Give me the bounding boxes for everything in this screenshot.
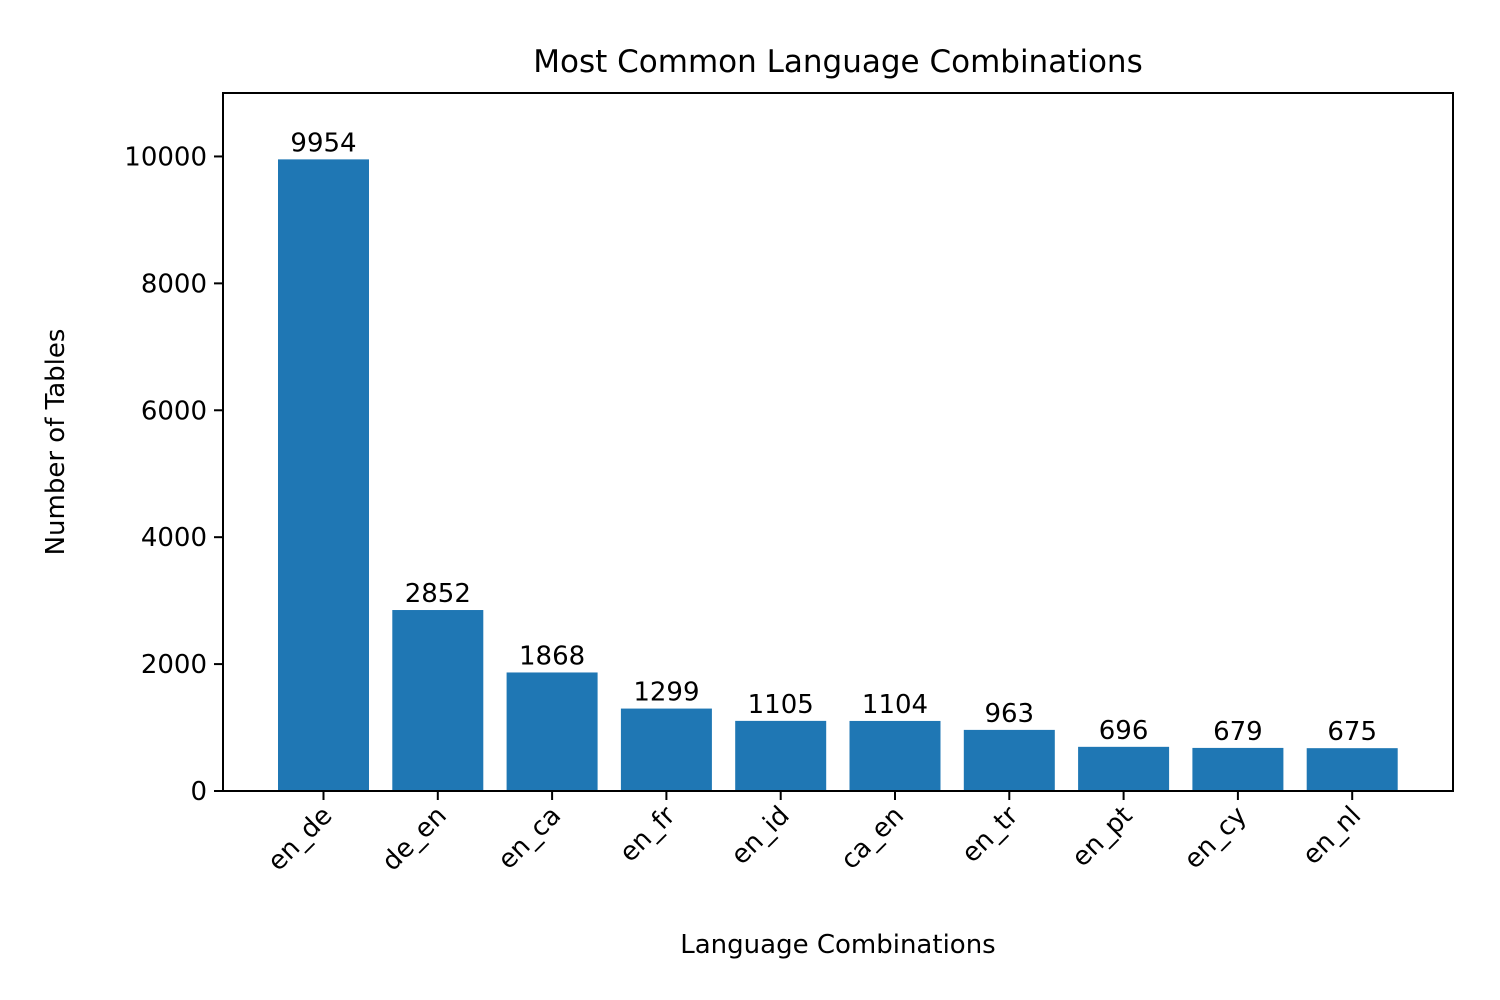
x-tick-label-en_id: en_id bbox=[726, 801, 796, 871]
bar-en_de bbox=[278, 159, 369, 791]
x-tick-label-en_tr: en_tr bbox=[956, 801, 1024, 869]
x-tick-label-ca_en: ca_en bbox=[835, 801, 910, 876]
y-axis-title: Number of Tables bbox=[41, 329, 71, 556]
chart-title: Most Common Language Combinations bbox=[533, 44, 1142, 80]
y-axis: 0 2000 4000 6000 8000 10000 bbox=[124, 142, 223, 807]
bar-en_ca bbox=[506, 672, 598, 791]
x-tick-label-de_en: de_en bbox=[376, 801, 452, 877]
plot-frame bbox=[222, 92, 1454, 792]
x-axis: en_de de_en en_ca en_fr en_id ca_en en_tr en_pt… bbox=[262, 791, 1367, 877]
data-label-en_ca: 1868 bbox=[519, 641, 585, 671]
data-label-ca_en: 1104 bbox=[862, 690, 928, 720]
y-tick-label-10000: 10000 bbox=[124, 142, 207, 172]
data-label-en_fr: 1299 bbox=[633, 678, 699, 708]
data-label-en_tr: 963 bbox=[984, 699, 1034, 729]
bar-en_tr bbox=[963, 729, 1055, 791]
data-labels-group: 9954 2852 1868 1299 1105 1104 963 696 679 675 bbox=[290, 128, 1377, 747]
data-label-en_id: 1105 bbox=[748, 690, 814, 720]
y-tick-label-0: 0 bbox=[190, 777, 207, 807]
data-label-de_en: 2852 bbox=[405, 579, 471, 609]
y-tick-label-4000: 4000 bbox=[141, 523, 207, 553]
x-tick-label-en_nl: en_nl bbox=[1297, 801, 1367, 871]
y-tick-label-6000: 6000 bbox=[141, 396, 207, 426]
bar-ca_en bbox=[849, 720, 941, 791]
bar-de_en bbox=[392, 610, 484, 791]
bar-en_id bbox=[735, 720, 827, 791]
x-tick-label-en_ca: en_ca bbox=[492, 801, 567, 876]
bar-en_fr bbox=[620, 708, 712, 791]
x-tick-label-en_cy: en_cy bbox=[1178, 801, 1252, 875]
x-tick-label-en_de: en_de bbox=[262, 801, 338, 877]
data-label-en_de: 9954 bbox=[290, 128, 356, 158]
x-tick-label-en_fr: en_fr bbox=[614, 801, 682, 869]
x-tick-label-en_pt: en_pt bbox=[1066, 801, 1138, 873]
data-label-en_pt: 696 bbox=[1099, 716, 1149, 746]
x-axis-title: Language Combinations bbox=[680, 930, 995, 960]
bars-group bbox=[278, 159, 1398, 791]
bar-en_pt bbox=[1078, 746, 1170, 791]
y-tick-label-2000: 2000 bbox=[141, 650, 207, 680]
y-tick-label-8000: 8000 bbox=[141, 269, 207, 299]
bar-en_nl bbox=[1306, 748, 1398, 791]
data-label-en_nl: 675 bbox=[1327, 717, 1377, 747]
bar-en_cy bbox=[1192, 747, 1284, 791]
data-label-en_cy: 679 bbox=[1213, 717, 1263, 747]
